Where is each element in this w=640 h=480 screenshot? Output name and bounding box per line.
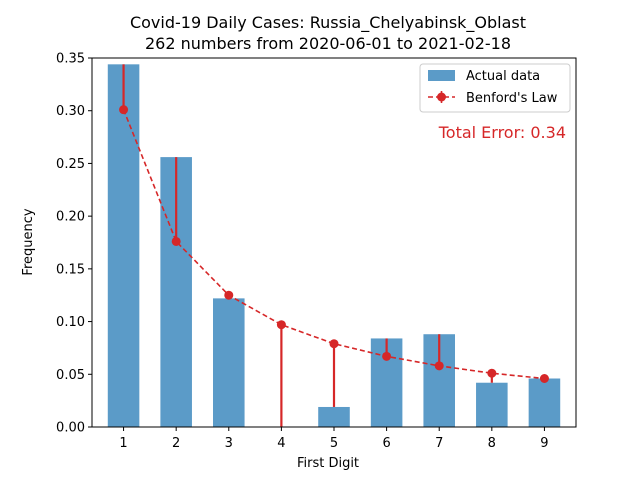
legend-benford-marker bbox=[437, 92, 446, 102]
y-tick-label: 0.30 bbox=[56, 104, 85, 119]
x-tick-label: 8 bbox=[488, 436, 496, 451]
y-axis-label: Frequency bbox=[21, 208, 36, 275]
chart-subtitle: 262 numbers from 2020-06-01 to 2021-02-1… bbox=[145, 34, 511, 53]
actual-data-bars bbox=[107, 64, 561, 428]
benford-point-digit-3 bbox=[224, 290, 234, 300]
y-tick-label: 0.05 bbox=[56, 368, 85, 383]
bar-digit-5 bbox=[318, 406, 350, 427]
legend-actual-label: Actual data bbox=[466, 69, 540, 84]
x-axis-ticks: 1 2 3 4 5 6 7 8 9 bbox=[119, 427, 549, 451]
x-tick-label: 1 bbox=[119, 436, 127, 451]
y-tick-label: 0.20 bbox=[56, 210, 85, 225]
benford-point-digit-7 bbox=[434, 361, 444, 371]
x-tick-label: 6 bbox=[382, 436, 390, 451]
benford-point-digit-4 bbox=[276, 320, 286, 330]
bar-digit-3 bbox=[213, 298, 245, 427]
y-tick-label: 0.25 bbox=[56, 157, 85, 172]
bar-digit-8 bbox=[476, 382, 508, 427]
benford-point-digit-6 bbox=[382, 351, 392, 361]
total-error-annotation: Total Error: 0.34 bbox=[438, 123, 566, 142]
y-axis-ticks: 0.00 0.05 0.10 0.15 0.20 0.25 0.30 0.35 bbox=[56, 52, 92, 436]
legend-benford-label: Benford's Law bbox=[466, 91, 558, 106]
legend: Actual data Benford's Law bbox=[419, 63, 571, 113]
legend-box bbox=[419, 63, 571, 113]
y-tick-label: 0.10 bbox=[56, 315, 85, 330]
benford-point-digit-1 bbox=[119, 105, 129, 115]
x-axis-label: First Digit bbox=[297, 456, 359, 471]
benford-point-digit-2 bbox=[171, 236, 181, 246]
y-tick-label: 0.00 bbox=[56, 421, 85, 436]
x-tick-label: 2 bbox=[172, 436, 180, 451]
x-tick-label: 3 bbox=[225, 436, 233, 451]
error-lines bbox=[122, 64, 493, 427]
benford-line bbox=[122, 109, 545, 380]
bar-digit-1 bbox=[107, 64, 140, 427]
benford-points bbox=[119, 105, 549, 384]
legend-actual-swatch bbox=[428, 70, 455, 81]
x-tick-label: 9 bbox=[540, 436, 548, 451]
bar-digit-9 bbox=[528, 378, 561, 427]
x-tick-label: 5 bbox=[330, 436, 338, 451]
x-tick-label: 4 bbox=[277, 436, 285, 451]
benford-point-digit-8 bbox=[487, 368, 497, 378]
benford-point-digit-9 bbox=[539, 374, 549, 384]
chart-title: Covid-19 Daily Cases: Russia_Chelyabinsk… bbox=[130, 13, 526, 33]
benford-point-digit-5 bbox=[329, 339, 339, 349]
y-tick-label: 0.15 bbox=[56, 262, 85, 277]
x-tick-label: 7 bbox=[435, 436, 443, 451]
y-tick-label: 0.35 bbox=[56, 52, 85, 67]
